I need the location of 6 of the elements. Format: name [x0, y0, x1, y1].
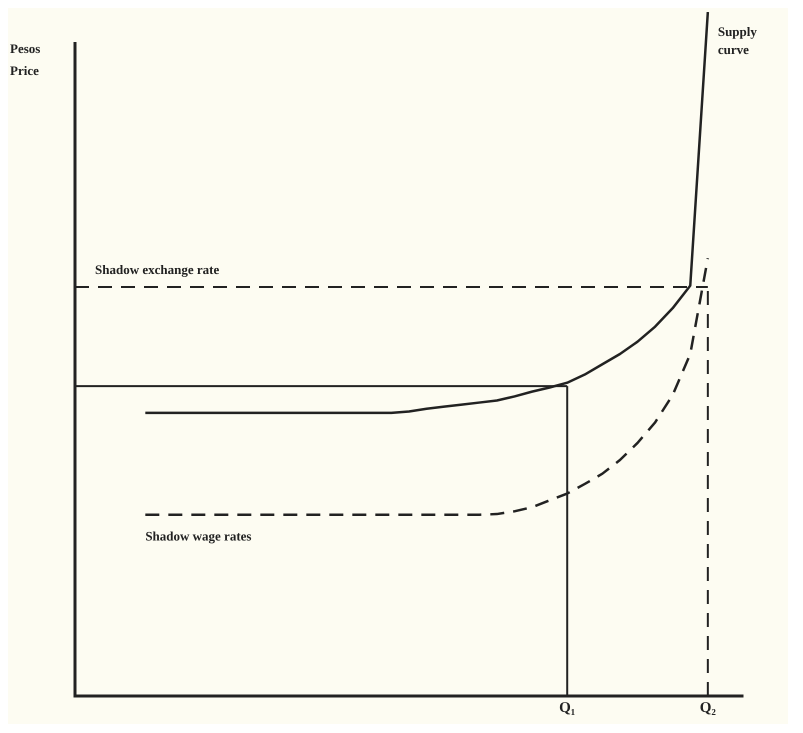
x-tick-label: Q₂: [700, 700, 716, 716]
y-axis-title: Pesos Price: [10, 40, 40, 78]
series-label: Supply curve: [718, 24, 758, 57]
series-label: Shadow wage rates: [145, 528, 252, 544]
ref-line-label: Shadow exchange rate: [95, 262, 220, 277]
x-tick-label: Q₁: [559, 700, 576, 716]
